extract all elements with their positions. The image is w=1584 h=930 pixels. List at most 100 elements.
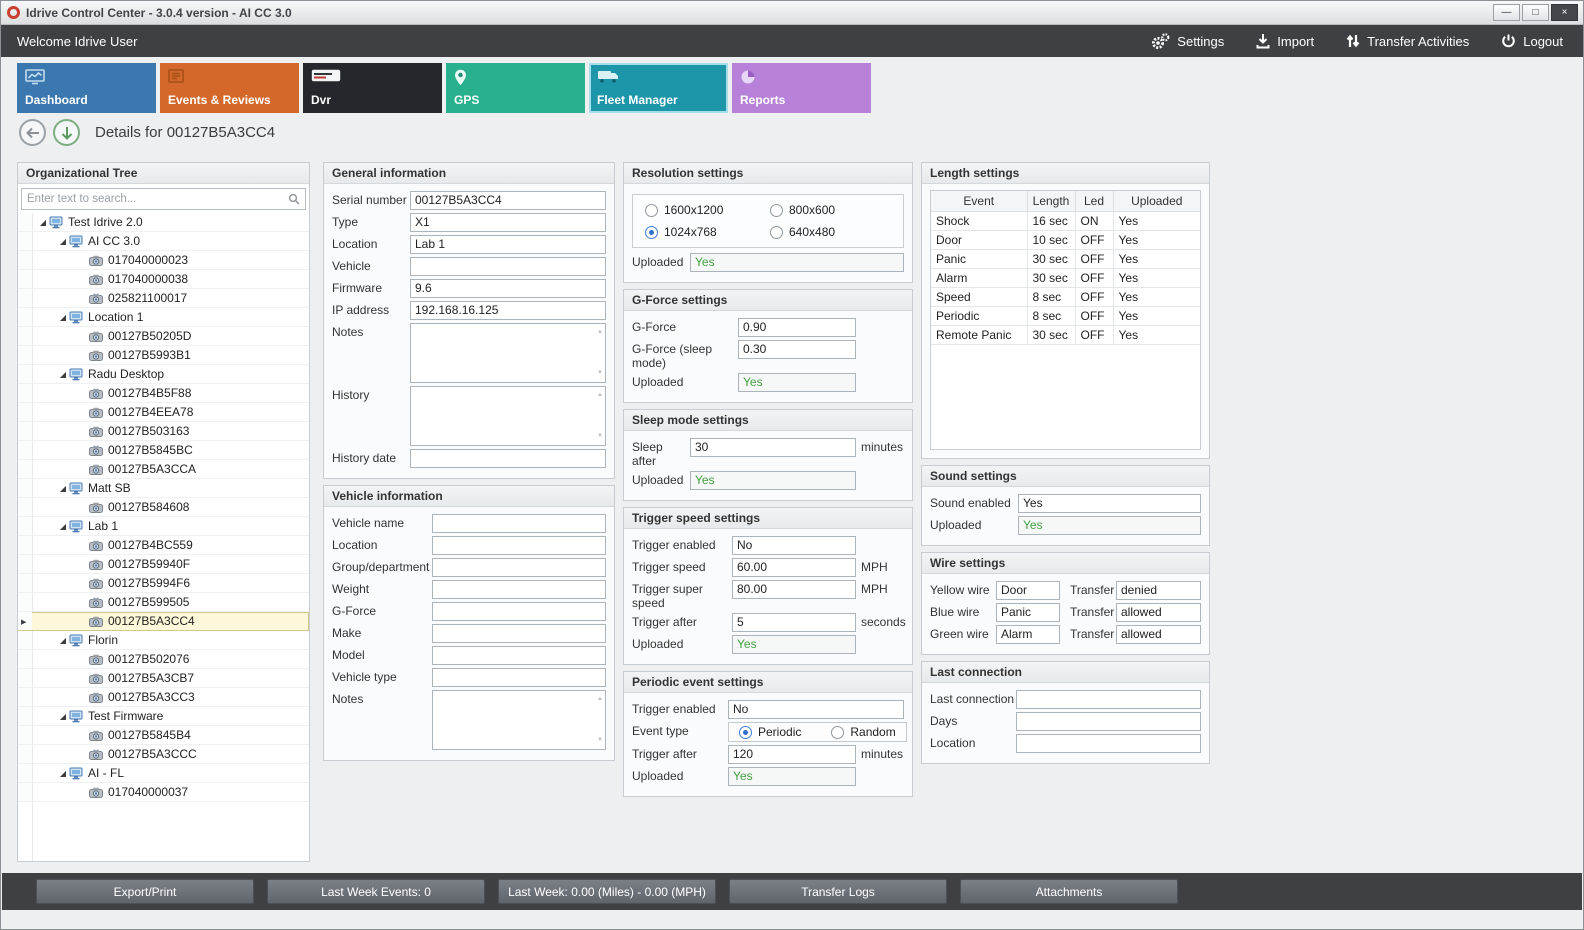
tree-node[interactable]: ◢ 00127B4BC559	[18, 536, 309, 555]
footer-button[interactable]: Last Week: 0.00 (Miles) - 0.00 (MPH)	[498, 879, 716, 904]
wire-transfer-input[interactable]: allowed	[1116, 625, 1201, 644]
field-input[interactable]: No	[728, 700, 904, 719]
expander-icon[interactable]: ◢	[59, 521, 67, 531]
expander-icon[interactable]: ◢	[59, 768, 67, 778]
field-input[interactable]	[410, 323, 606, 383]
download-details-button[interactable]	[53, 119, 80, 146]
expander-icon[interactable]: ◢	[59, 369, 67, 379]
field-input[interactable]: X1	[410, 213, 606, 232]
resolution-radio-option[interactable]: 800x600	[770, 203, 891, 217]
tree-node[interactable]: ◢ 00127B5994F6	[18, 574, 309, 593]
length-table-row[interactable]: Panic 30 sec OFF Yes	[931, 248, 1200, 269]
length-table-row[interactable]: Door 10 sec OFF Yes	[931, 229, 1200, 250]
field-input[interactable]	[432, 668, 606, 687]
maximize-button[interactable]: □	[1522, 4, 1549, 21]
field-input[interactable]: 120	[728, 745, 856, 764]
wire-transfer-input[interactable]: denied	[1116, 581, 1201, 600]
tree-node[interactable]: ◢ 00127B5845B4	[18, 726, 309, 745]
tab-reports[interactable]: Reports	[732, 63, 871, 113]
tab-gps[interactable]: GPS	[446, 63, 585, 113]
field-input[interactable]: Lab 1	[410, 235, 606, 254]
tree-search-input[interactable]	[22, 193, 283, 205]
tab-dvr[interactable]: Dvr	[303, 63, 442, 113]
tree-node[interactable]: ◢ 00127B5993B1	[18, 346, 309, 365]
tree-node[interactable]: ◢ Test Idrive 2.0	[18, 213, 309, 232]
field-input[interactable]: 192.168.16.125	[410, 301, 606, 320]
length-table-row[interactable]: Shock 16 sec ON Yes	[931, 210, 1200, 231]
field-input[interactable]	[410, 257, 606, 276]
field-input[interactable]: 80.00	[732, 580, 856, 599]
field-input[interactable]	[432, 646, 606, 665]
field-input[interactable]: Yes	[690, 253, 904, 272]
expander-icon[interactable]: ◢	[59, 483, 67, 493]
wire-event-input[interactable]: Alarm	[996, 625, 1060, 644]
field-input[interactable]: 9.6	[410, 279, 606, 298]
field-input[interactable]: Yes	[690, 471, 856, 490]
field-input[interactable]: 00127B5A3CC4	[410, 191, 606, 210]
event-type-radio-option[interactable]: Periodic	[739, 725, 801, 739]
field-input[interactable]: Yes	[728, 767, 856, 786]
expander-icon[interactable]: ◢	[59, 711, 67, 721]
field-input[interactable]	[432, 624, 606, 643]
field-input[interactable]	[1016, 712, 1201, 731]
search-icon[interactable]	[283, 193, 305, 205]
tree-node[interactable]: ◢ 00127B5A3CCA	[18, 460, 309, 479]
field-input[interactable]: No	[732, 536, 856, 555]
tree-node[interactable]: ◢ AI CC 3.0	[18, 232, 309, 251]
field-input[interactable]: Yes	[1018, 494, 1201, 513]
tree-node[interactable]: ◢ Location 1	[18, 308, 309, 327]
field-input[interactable]: 30	[690, 438, 856, 457]
tree-node[interactable]: ◢ 00127B4EEA78	[18, 403, 309, 422]
length-table-row[interactable]: Speed 8 sec OFF Yes	[931, 286, 1200, 307]
tree-node[interactable]: ◢ 00127B503163	[18, 422, 309, 441]
field-input[interactable]: Yes	[732, 635, 856, 654]
tree-node[interactable]: ◢ 00127B5A3CC3	[18, 688, 309, 707]
minimize-button[interactable]: —	[1493, 4, 1520, 21]
transfer-activities-button[interactable]: Transfer Activities	[1346, 33, 1469, 49]
tree-node[interactable]: ◢ 00127B50205D	[18, 327, 309, 346]
tree-node[interactable]: ◢ Florin	[18, 631, 309, 650]
field-input[interactable]: 0.30	[738, 340, 856, 359]
resolution-radio-option[interactable]: 1024x768	[645, 225, 766, 239]
event-type-radio-option[interactable]: Random	[831, 725, 896, 739]
field-input[interactable]	[1016, 734, 1201, 753]
tree-node[interactable]: ◢ 00127B5A3CB7	[18, 669, 309, 688]
resolution-radio-option[interactable]: 1600x1200	[645, 203, 766, 217]
logout-button[interactable]: Logout	[1501, 33, 1563, 49]
footer-button[interactable]: Export/Print	[36, 879, 254, 904]
field-input[interactable]	[1016, 690, 1201, 709]
tab-dashboard[interactable]: Dashboard	[17, 63, 156, 113]
tree-node[interactable]: ◢ 00127B59940F	[18, 555, 309, 574]
expander-icon[interactable]: ◢	[39, 217, 47, 227]
tree-node[interactable]: ◢ Matt SB	[18, 479, 309, 498]
tree-node[interactable]: ◢ 00127B4B5F88	[18, 384, 309, 403]
close-button[interactable]: ×	[1551, 4, 1578, 21]
field-input[interactable]	[432, 536, 606, 555]
field-input[interactable]	[432, 514, 606, 533]
footer-button[interactable]: Attachments	[960, 879, 1178, 904]
tree-node[interactable]: ◢ 00127B5A3CC4	[18, 612, 309, 631]
tree-node[interactable]: ◢ 00127B5845BC	[18, 441, 309, 460]
field-input[interactable]	[410, 449, 606, 468]
tree-node[interactable]: ◢ 017040000038	[18, 270, 309, 289]
resolution-radio-option[interactable]: 640x480	[770, 225, 891, 239]
length-table-row[interactable]: Remote Panic 30 sec OFF Yes	[931, 324, 1200, 345]
expander-icon[interactable]: ◢	[59, 635, 67, 645]
footer-button[interactable]: Last Week Events: 0	[267, 879, 485, 904]
expander-icon[interactable]: ◢	[59, 312, 67, 322]
tree-node[interactable]: ◢ 025821100017	[18, 289, 309, 308]
tree-node[interactable]: ◢ 00127B502076	[18, 650, 309, 669]
tree-node[interactable]: ◢ 00127B584608	[18, 498, 309, 517]
field-input[interactable]: 0.90	[738, 318, 856, 337]
expander-icon[interactable]: ◢	[59, 236, 67, 246]
field-input[interactable]	[432, 602, 606, 621]
tree-node[interactable]: ◢ Radu Desktop	[18, 365, 309, 384]
length-table-row[interactable]: Periodic 8 sec OFF Yes	[931, 305, 1200, 326]
length-table-row[interactable]: Alarm 30 sec OFF Yes	[931, 267, 1200, 288]
field-input[interactable]	[410, 386, 606, 446]
tree-node[interactable]: ◢ AI - FL	[18, 764, 309, 783]
import-button[interactable]: Import	[1256, 33, 1314, 49]
tree-node[interactable]: ◢ Lab 1	[18, 517, 309, 536]
wire-event-input[interactable]: Door	[996, 581, 1060, 600]
wire-event-input[interactable]: Panic	[996, 603, 1060, 622]
